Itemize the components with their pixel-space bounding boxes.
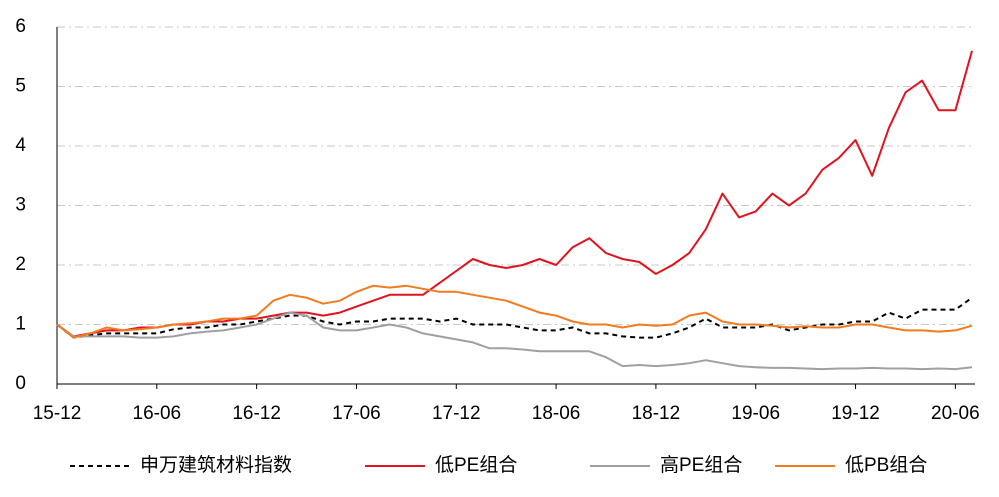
x-tick-label: 15-12 [33, 403, 82, 424]
y-tick-label: 4 [15, 135, 26, 156]
line-series [56, 50, 973, 338]
legend-label: 高PE组合 [660, 454, 742, 476]
x-tick-label: 19-06 [731, 403, 780, 424]
line-series [56, 284, 973, 339]
line-series [56, 296, 973, 339]
y-tick-label: 3 [15, 195, 26, 216]
x-tick-label: 17-12 [432, 403, 481, 424]
x-tick-label: 16-12 [232, 403, 281, 424]
x-tick-label: 20-06 [931, 403, 980, 424]
x-tick-label: 16-06 [133, 403, 182, 424]
y-tick-label: 2 [15, 254, 26, 275]
line-series [56, 311, 973, 371]
legend-label: 申万建筑材料指数 [140, 454, 292, 476]
x-tick-label: 17-06 [332, 403, 381, 424]
x-tick-label: 18-06 [532, 403, 581, 424]
x-tick-label: 18-12 [632, 403, 681, 424]
legend-label: 低PB组合 [845, 454, 927, 476]
y-tick-label: 0 [15, 373, 26, 394]
legend-label: 低PE组合 [435, 454, 517, 476]
y-tick-label: 1 [15, 314, 26, 335]
x-tick-label: 19-12 [831, 403, 880, 424]
y-tick-label: 5 [15, 76, 26, 97]
y-tick-label: 6 [15, 16, 26, 37]
